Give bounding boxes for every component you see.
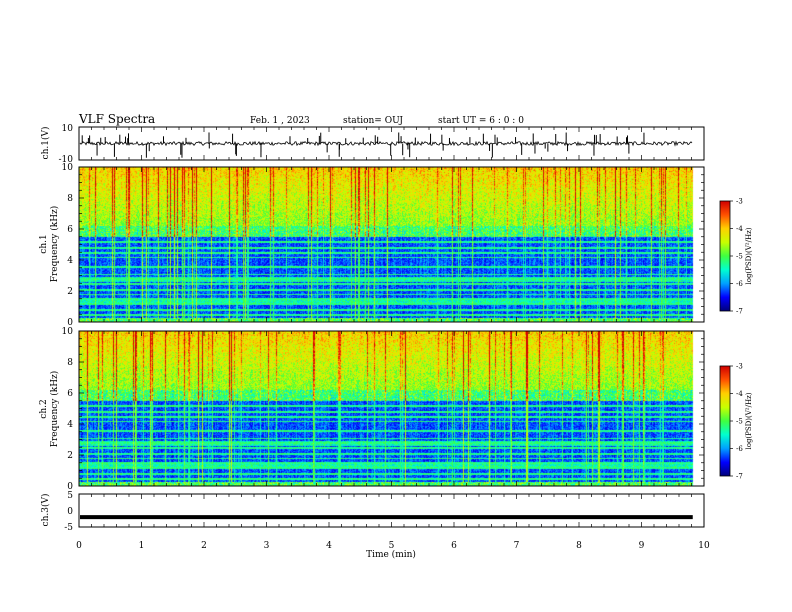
time-axis-label: Time (min) (366, 549, 416, 560)
frequency-tick-label: 4 (67, 420, 73, 430)
frequency-tick-label: 8 (67, 358, 73, 368)
ch2-colorbar: -3 -4 -5 -6 -7 log(PSD)(V²/Hz) (719, 363, 753, 481)
time-tick-label: 9 (639, 541, 645, 551)
time-tick-label: 4 (326, 541, 332, 551)
time-tick-label: 10 (698, 541, 710, 551)
ch1-colorbar-gradient (720, 201, 730, 311)
ch1-spectrogram-panel: 0 2 4 6 8 10 ch.1 Frequency (kHz) (39, 163, 705, 328)
time-axis-ticks (78, 127, 705, 527)
ch3-ylabel: ch.3(V) (40, 494, 51, 527)
colorbar-tick-label: -6 (736, 280, 743, 288)
ch2-colorbar-label: log(PSD)(V²/Hz) (745, 392, 753, 449)
time-tick-label: 0 (76, 541, 82, 551)
colorbar-tick-label: -7 (736, 308, 743, 316)
frequency-tick-label: 0 (67, 318, 73, 328)
colorbar-tick-label: -4 (736, 225, 743, 233)
time-tick-label: 3 (264, 541, 270, 551)
ch3-ytick-bottom: -5 (64, 523, 73, 533)
ch2-spectrogram-ylabel: Frequency (kHz) (49, 371, 60, 448)
frequency-tick-label: 0 (67, 482, 73, 492)
ch1-spectrogram-ylabel: Frequency (kHz) (49, 206, 60, 283)
colorbar-tick-label: -3 (736, 363, 743, 371)
ch1-colorbar-label: log(PSD)(V²/Hz) (745, 227, 753, 284)
ch1-colorbar: -3 -4 -5 -6 -7 log(PSD)(V²/Hz) (719, 198, 753, 316)
colorbar-tick-label: -6 (736, 445, 743, 453)
time-tick-label: 1 (139, 541, 145, 551)
frequency-tick-label: 10 (62, 327, 74, 337)
ch1-ytick-top: 10 (62, 124, 74, 134)
ch1-ytick-bottom: -10 (59, 155, 74, 165)
ch1-spectrogram-image (79, 167, 704, 322)
ch1-spectrogram-channel-label: ch.1 (39, 234, 49, 253)
ch1-waveform-panel: 10 -10 ch.1(V) (40, 124, 705, 165)
ch1-spikes (79, 126, 645, 161)
colorbar-tick-label: -5 (736, 418, 743, 426)
ch2-spectrogram-panel: 0 2 4 6 8 10 ch.2 Frequency (kHz) (39, 327, 705, 492)
time-tick-label: 7 (514, 541, 520, 551)
ch2-spectrogram-yticks: 0 2 4 6 8 10 (62, 327, 704, 492)
ch2-spectrogram-channel-label: ch.2 (39, 399, 49, 418)
frequency-tick-label: 6 (67, 225, 73, 235)
frequency-tick-label: 8 (67, 194, 73, 204)
station-label: station= OUJ (343, 116, 403, 126)
time-tick-label: 2 (201, 541, 207, 551)
frequency-tick-label: 6 (67, 389, 73, 399)
ch1-ylabel: ch.1(V) (40, 127, 51, 160)
ch2-colorbar-ticks: -3 -4 -5 -6 -7 (730, 363, 743, 481)
time-tick-label: 5 (389, 541, 395, 551)
colorbar-tick-label: -4 (736, 390, 743, 398)
frequency-tick-label: 10 (62, 163, 74, 173)
date-label: Feb. 1 , 2023 (250, 116, 310, 126)
ch2-spectrogram-image (79, 331, 704, 486)
ch3-ytick-top: 5 (67, 491, 73, 501)
ch1-colorbar-ticks: -3 -4 -5 -6 -7 (730, 198, 743, 316)
time-tick-label: 8 (576, 541, 582, 551)
colorbar-tick-label: -5 (736, 253, 743, 261)
ch3-ytick-mid: 0 (67, 507, 73, 517)
colorbar-tick-label: -3 (736, 198, 743, 206)
ch3-waveform-frame (78, 493, 705, 528)
time-axis-tick-labels: 0 1 2 3 4 5 6 7 8 9 10 (76, 541, 710, 551)
start-time-label: start UT = 6 : 0 : 0 (438, 116, 524, 126)
colorbar-tick-label: -7 (736, 473, 743, 481)
frequency-tick-label: 2 (67, 287, 73, 297)
frequency-tick-label: 2 (67, 451, 73, 461)
ch2-colorbar-gradient (720, 366, 730, 476)
ch1-spectrogram-yticks: 0 2 4 6 8 10 (62, 163, 704, 328)
ch3-waveform-panel: 5 0 -5 ch.3(V) (40, 491, 705, 533)
frequency-tick-label: 4 (67, 256, 73, 266)
figure-title: VLF Spectra (78, 112, 155, 126)
time-tick-label: 6 (451, 541, 457, 551)
